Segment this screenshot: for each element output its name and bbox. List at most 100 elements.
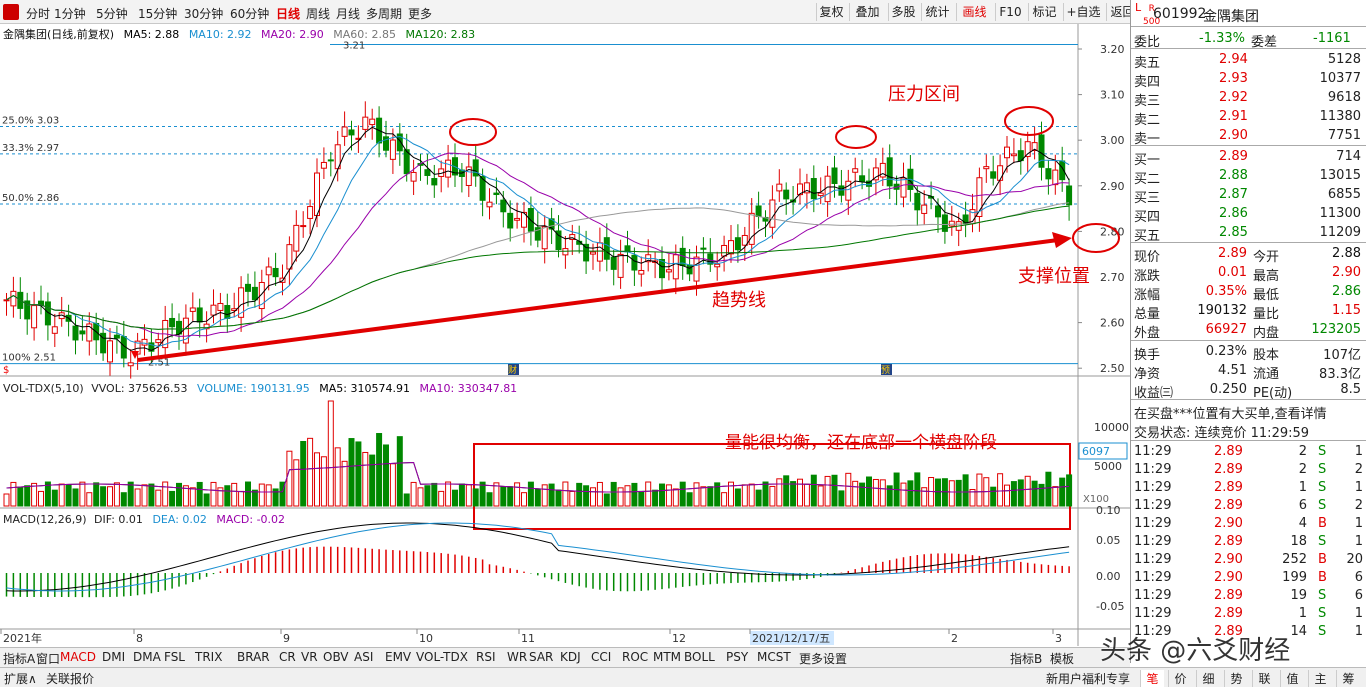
period-tab-6[interactable]: 日线 [276, 7, 301, 21]
tool-button-4[interactable]: 画线 [956, 3, 992, 21]
candle [245, 283, 251, 292]
weibi-value: -1.33% [1199, 31, 1245, 46]
quote-tab-6[interactable]: 主 [1308, 670, 1332, 687]
quote-tab-0[interactable]: 笔 [1140, 670, 1164, 687]
quote-tab-3[interactable]: 势 [1224, 670, 1248, 687]
indicator-tab-3[interactable]: DMI [102, 650, 126, 664]
tool-button-6[interactable]: 标记 [1028, 3, 1060, 21]
indicator-tab-2[interactable]: MACD [60, 650, 96, 664]
fund-value2: 107亿 [1323, 348, 1361, 363]
chart-area[interactable]: 3.20 3.10 3.00 2.90 2.80 2.70 2.60 2.50 25.0% 3.… [0, 24, 1130, 646]
ma120-value: MA120: 2.83 [405, 28, 476, 41]
volume-bar [879, 479, 886, 507]
indicator-tab-7[interactable]: BRAR [237, 650, 270, 664]
volume-bar [1010, 481, 1017, 507]
tick-volume: 4 [1298, 516, 1307, 531]
volume-bar [217, 487, 224, 507]
volume-bar [314, 452, 320, 507]
volume-bar [534, 488, 541, 507]
volume-bar [410, 481, 417, 507]
sell-volume: 5128 [1327, 52, 1361, 67]
indicator-tab-10[interactable]: OBV [323, 650, 349, 664]
indicator-tab-18[interactable]: CCI [591, 650, 612, 664]
tool-button-1[interactable]: 叠加 [849, 3, 885, 21]
period-tab-1[interactable]: 1分钟 [54, 7, 86, 21]
volume-bar [196, 481, 203, 507]
date-label: 2021/12/17/五 [752, 632, 830, 645]
volume-bar [569, 490, 576, 507]
tool-button-0[interactable]: 复权 [816, 3, 846, 21]
indicator-tab-15[interactable]: WR [507, 650, 528, 664]
tick-row: 11:29 2.89 1 S 1 [1131, 478, 1366, 497]
tick-time: 11:29 [1134, 516, 1172, 531]
tool-button-3[interactable]: 统计 [921, 3, 953, 21]
indicator-tab-4[interactable]: DMA [133, 650, 161, 664]
indicator-tab-23[interactable]: MCST [757, 650, 791, 664]
indicator-tab-0[interactable]: 指标A [3, 652, 36, 666]
macd-axis-label: -0.05 [1096, 600, 1124, 613]
quote-tab-1[interactable]: 价 [1168, 670, 1192, 687]
indicator-tab-12[interactable]: EMV [385, 650, 412, 664]
indicator-tab-21[interactable]: BOLL [684, 650, 715, 664]
weibi-row: 委比 -1.33% 委差 -1161 [1131, 29, 1366, 50]
volume-bar [169, 490, 176, 507]
candle [665, 269, 672, 273]
tool-button-2[interactable]: 多股 [888, 3, 918, 21]
tool-button-7[interactable]: +自选 [1063, 3, 1103, 21]
indicator-tab-11[interactable]: ASI [354, 650, 374, 664]
indicator-right-0[interactable]: 指标B [1010, 652, 1043, 666]
indicator-tab-5[interactable]: FSL [164, 650, 185, 664]
indicator-tab-19[interactable]: ROC [622, 650, 649, 664]
buy-label: 买四 [1134, 210, 1161, 225]
period-tab-10[interactable]: 更多 [408, 7, 433, 21]
volume-bar [100, 486, 107, 507]
tool-button-8[interactable]: 返回 [1106, 3, 1138, 21]
candle [196, 307, 203, 323]
quote-tab-2[interactable]: 细 [1196, 670, 1220, 687]
quote-tab-4[interactable]: 联 [1252, 670, 1276, 687]
fund-label: 净资 [1134, 367, 1161, 382]
indicator-tab-8[interactable]: CR [279, 650, 296, 664]
volume-bar [1059, 477, 1066, 507]
period-tab-9[interactable]: 多周期 [366, 7, 403, 21]
indicator-tab-24[interactable]: 更多 [799, 652, 824, 666]
indicator-tab-9[interactable]: VR [301, 650, 318, 664]
volume-bar [866, 476, 872, 507]
tick-row: 11:29 2.89 14 S 1 [1131, 622, 1366, 641]
candle [293, 224, 300, 252]
indicator-tab-25[interactable]: 设置 [823, 652, 848, 666]
period-tab-8[interactable]: 月线 [336, 7, 361, 21]
tool-button-5[interactable]: F10 [995, 3, 1025, 21]
ma20-line [6, 152, 1070, 337]
indicator-tab-20[interactable]: MTM [653, 650, 682, 664]
quote-tab-5[interactable]: 值 [1280, 670, 1304, 687]
bottom-left-0[interactable]: 扩展∧ [4, 672, 37, 686]
indicator-tab-13[interactable]: VOL-TDX [416, 650, 468, 664]
period-tab-4[interactable]: 30分钟 [184, 7, 224, 21]
indicator-tab-17[interactable]: KDJ [560, 650, 581, 664]
indicator-tab-22[interactable]: PSY [726, 650, 749, 664]
quote-tab-7[interactable]: 筹 [1336, 670, 1360, 687]
bottom-left-1[interactable]: 关联报价 [46, 672, 95, 686]
candle [100, 332, 107, 354]
period-tab-2[interactable]: 5分钟 [96, 7, 128, 21]
indicator-tab-6[interactable]: TRIX [195, 650, 223, 664]
period-tab-5[interactable]: 60分钟 [230, 7, 270, 21]
indicator-tab-1[interactable]: 窗口 [36, 652, 61, 666]
indicator-tab-14[interactable]: RSI [476, 650, 496, 664]
period-tab-0[interactable]: 分时 [26, 7, 51, 21]
indicator-tab-16[interactable]: SAR [529, 650, 554, 664]
candle [976, 177, 983, 218]
period-tab-7[interactable]: 周线 [306, 7, 331, 21]
period-tab-3[interactable]: 15分钟 [138, 7, 178, 21]
buy-row: 买五 2.85 11209 [1131, 223, 1366, 244]
candle [224, 305, 231, 319]
volume-bar [431, 482, 438, 507]
candle [521, 211, 527, 228]
candle [1066, 185, 1073, 206]
promo-link[interactable]: 新用户福利专享 [1046, 672, 1131, 686]
level-badge[interactable]: L R 500 [1135, 2, 1160, 28]
notice-link[interactable]: 在买盘***位置有大买单,查看详情 [1134, 407, 1327, 422]
indicator-right-1[interactable]: 模板 [1050, 652, 1075, 666]
